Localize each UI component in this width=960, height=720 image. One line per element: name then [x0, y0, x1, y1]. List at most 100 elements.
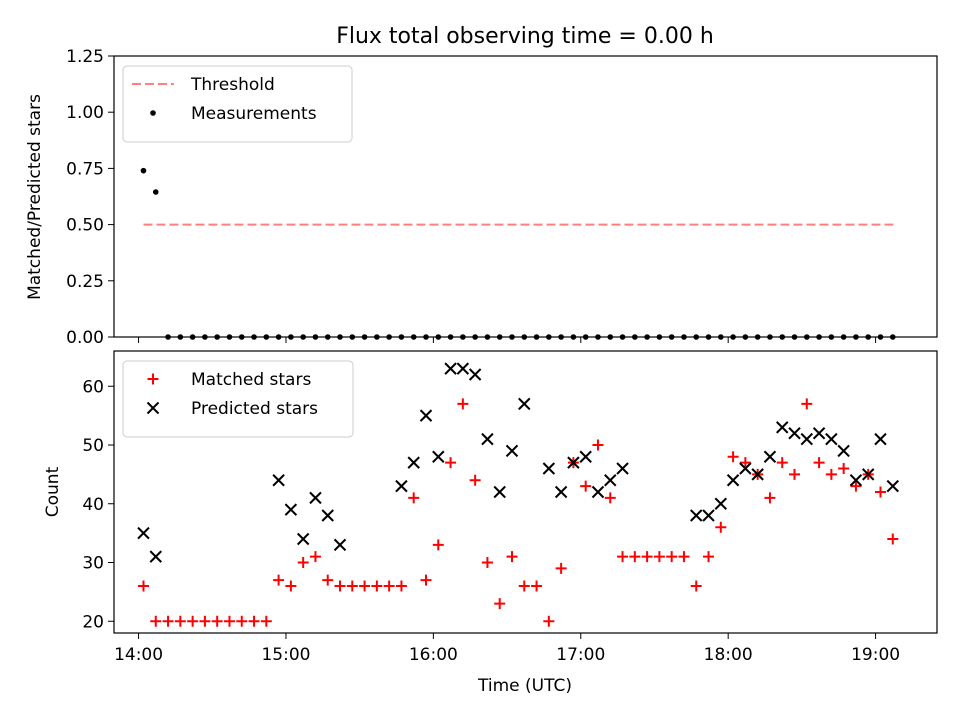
predicted-stars-point: [554, 485, 568, 499]
count-x-tick-label: 19:00: [851, 645, 900, 665]
count-x-tick-label: 15:00: [261, 645, 310, 665]
matched-stars-point: [322, 574, 334, 586]
predicted-stars-point: [481, 432, 494, 446]
matched-stars-point: [223, 615, 235, 627]
matched-stars-point: [494, 598, 506, 610]
predicted-stars-point: [456, 362, 470, 375]
matched-stars-point: [727, 451, 739, 463]
ratio-y-tick-label: 0.25: [66, 272, 104, 292]
matched-stars-point: [813, 457, 825, 469]
ratio-y-tick-label: 0.50: [66, 216, 104, 236]
predicted-stars-point: [407, 456, 420, 469]
matched-stars-point: [334, 580, 346, 592]
count-x-tick-label: 18:00: [704, 645, 753, 665]
matched-stars-point: [260, 615, 272, 627]
count-x-tick-label: 17:00: [556, 645, 605, 665]
matched-stars-point: [764, 492, 776, 504]
count-x-tick-label: 14:00: [114, 645, 163, 665]
predicted-stars-point: [825, 432, 838, 446]
predicted-stars-point: [284, 503, 298, 516]
matched-stars-point: [162, 615, 174, 627]
count-y-tick-label: 30: [82, 554, 104, 574]
matched-stars-point: [789, 468, 801, 480]
ratio-panel: 0.00 0.25 0.50 0.75 1.00 1.25 Matched/Predict…: [25, 47, 938, 348]
matched-stars-legend-handle: [147, 373, 159, 385]
matched-stars-point: [297, 557, 309, 568]
matched-stars-point: [211, 615, 223, 627]
matched-stars-point: [703, 551, 715, 563]
matched-stars-point: [690, 580, 702, 592]
matched-stars-point: [174, 615, 186, 627]
predicted-stars-point: [874, 432, 887, 446]
matched-stars-point: [850, 480, 862, 492]
predicted-stars-legend-label: Predicted stars: [191, 399, 318, 419]
predicted-stars-point: [149, 550, 162, 563]
ratio-axes-frame: [113, 55, 938, 338]
matched-stars-point: [285, 580, 297, 592]
matched-stars-point: [617, 551, 629, 563]
predicted-stars-legend-handle: [146, 401, 160, 415]
matched-stars-point: [395, 580, 407, 592]
predicted-stars-point: [776, 421, 789, 434]
matched-stars-point: [420, 574, 432, 586]
predicted-stars-point: [837, 444, 850, 458]
predicted-stars-point: [751, 468, 764, 481]
matched-stars-point: [604, 492, 616, 504]
predicted-stars-point: [862, 468, 875, 481]
matched-stars-point: [408, 492, 420, 504]
matched-stars-point: [887, 533, 899, 545]
matched-stars-point: [236, 615, 248, 627]
matched-stars-point: [555, 562, 567, 574]
matched-stars-point: [825, 468, 837, 480]
matched-stars-point: [506, 551, 518, 563]
matched-stars-point: [432, 539, 444, 551]
predicted-stars-point: [591, 485, 605, 499]
predicted-stars-point: [518, 397, 531, 411]
measurements-point: [140, 167, 147, 174]
measurements-legend-handle: [150, 110, 156, 116]
matched-stars-point: [199, 615, 211, 627]
predicted-stars-point: [800, 432, 814, 446]
matched-stars-point: [838, 463, 850, 474]
matched-stars-point: [629, 551, 641, 563]
matched-stars-point: [445, 457, 457, 469]
count-y-axis-label: Count: [43, 466, 63, 517]
count-y-tick-label: 20: [82, 612, 104, 632]
matched-stars-point: [346, 580, 358, 592]
count-x-axis-label: Time (UTC): [477, 676, 572, 696]
measurements-legend-label: Measurements: [191, 104, 317, 124]
matched-stars-point: [309, 551, 321, 563]
matched-stars-point: [273, 574, 285, 586]
predicted-stars-point: [567, 456, 580, 469]
figure-title: Flux total observing time = 0.00 h: [336, 24, 714, 49]
predicted-stars-point: [714, 497, 728, 510]
predicted-stars-point: [726, 474, 740, 487]
matched-stars-point: [776, 457, 788, 469]
matched-stars-point: [359, 580, 371, 592]
predicted-stars-point: [309, 491, 322, 505]
ratio-legend-box: [122, 65, 353, 143]
matched-stars-point: [874, 486, 886, 498]
predicted-stars-point: [432, 450, 445, 463]
predicted-stars-point: [849, 474, 863, 487]
predicted-stars-point: [505, 444, 519, 458]
matched-stars-point: [653, 551, 665, 563]
predicted-stars-point: [296, 532, 310, 546]
predicted-stars-point: [468, 368, 482, 381]
predicted-stars-point: [493, 485, 506, 499]
ratio-legend: Threshold Measurements: [122, 65, 353, 143]
predicted-stars-point: [604, 474, 617, 487]
matched-stars-point: [678, 551, 690, 563]
matched-stars-point: [531, 580, 543, 592]
predicted-stars-point: [812, 427, 826, 440]
matched-stars-point: [715, 521, 727, 533]
matched-stars-point: [518, 580, 530, 592]
ratio-y-tick-label: 1.25: [66, 47, 104, 67]
ratio-ticks: 0.00 0.25 0.50 0.75 1.00 1.25: [66, 47, 877, 348]
matched-stars-point: [739, 457, 751, 469]
ratio-y-tick-label: 1.00: [66, 103, 104, 123]
matched-stars-point: [383, 580, 395, 592]
ratio-y-tick-label: 0.75: [66, 159, 104, 179]
predicted-stars-point: [616, 462, 629, 475]
